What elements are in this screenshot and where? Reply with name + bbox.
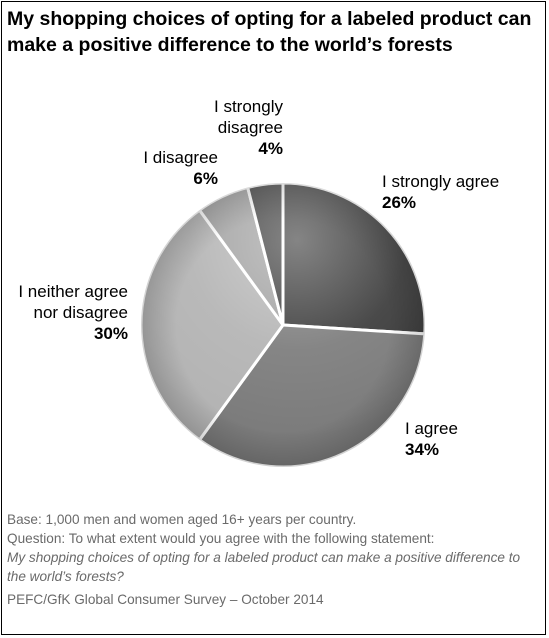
chart-title: My shopping choices of opting for a labe…: [7, 8, 532, 56]
label-strongly-agree-text: I strongly agree: [382, 172, 500, 191]
footer-question: Question: To what extent would you agree…: [7, 531, 435, 546]
label-disagree: I disagree 6%: [143, 147, 218, 189]
footer-statement: My shopping choices of opting for a labe…: [7, 550, 521, 584]
label-strongly-disagree-line2: disagree: [217, 118, 283, 137]
footer-source: PEFC/GfK Global Consumer Survey – Octobe…: [7, 592, 324, 607]
label-disagree-pct: 6%: [193, 169, 218, 188]
label-strongly-disagree: I strongly disagree 4%: [214, 96, 283, 159]
label-disagree-text: I disagree: [143, 148, 218, 167]
label-strongly-agree: I strongly agree 26%: [382, 171, 499, 213]
label-neither-line2: nor disagree: [33, 303, 128, 322]
label-neither-pct: 30%: [93, 324, 128, 343]
footer-base: Base: 1,000 men and women aged 16+ years…: [7, 512, 357, 527]
label-strongly-agree-pct: 26%: [382, 193, 417, 212]
chart-footer: Base: 1,000 men and women aged 16+ years…: [7, 510, 542, 609]
label-strongly-disagree-line1: I strongly: [214, 97, 283, 116]
label-agree: I agree 34%: [405, 418, 458, 460]
label-agree-pct: 34%: [405, 440, 440, 459]
label-strongly-disagree-pct: 4%: [258, 139, 283, 158]
label-neither: I neither agree nor disagree 30%: [18, 281, 128, 344]
label-agree-text: I agree: [405, 419, 458, 438]
label-neither-line1: I neither agree: [18, 282, 128, 301]
